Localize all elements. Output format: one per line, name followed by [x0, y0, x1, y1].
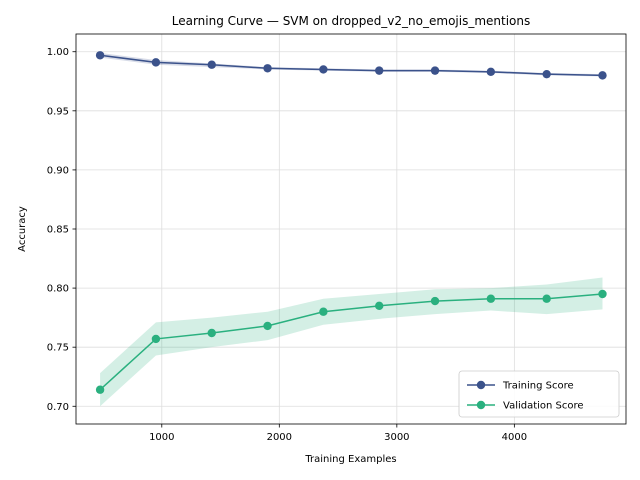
y-tick-label: 0.75: [47, 343, 69, 354]
data-point: [430, 66, 440, 75]
y-tick-label: 1.00: [47, 47, 69, 58]
data-point: [319, 307, 328, 316]
confidence-band: [100, 52, 603, 77]
data-point: [598, 289, 607, 299]
ticks: 1000 2000 3000 4000 0.70 0.75 0.80 0.85 0.90 0.95…: [47, 47, 527, 443]
data-point: [207, 328, 216, 338]
confidence-bands: [100, 52, 603, 407]
data-point: [95, 51, 105, 60]
data-point: [542, 294, 551, 303]
data-point: [486, 67, 496, 77]
data-point: [263, 64, 272, 73]
y-tick-label: 0.80: [47, 284, 69, 295]
x-axis-title: Training Examples: [304, 454, 396, 465]
legend-marker: [476, 400, 486, 410]
y-tick-label: 0.95: [47, 106, 69, 117]
data-point: [319, 65, 328, 74]
data-point: [375, 301, 384, 311]
legend: Training Score Validation Score: [458, 370, 620, 418]
data-point: [207, 60, 216, 69]
y-axis-title: Accuracy: [17, 206, 28, 252]
data-point: [151, 58, 161, 67]
series-line: [99, 54, 603, 77]
data-point: [151, 334, 161, 344]
data-point: [375, 66, 384, 75]
data-point: [430, 296, 440, 306]
data-point: [598, 71, 607, 80]
confidence-band: [100, 277, 603, 407]
series-lines: [95, 51, 607, 394]
x-tick-label: 4000: [502, 432, 527, 443]
series-line: [99, 293, 603, 391]
legend-marker: [476, 380, 486, 390]
legend-box: [458, 370, 620, 418]
data-point: [95, 385, 105, 394]
x-tick-label: 2000: [267, 432, 292, 443]
legend-label: Validation Score: [503, 401, 584, 412]
legend-label: Training Score: [502, 381, 574, 392]
y-tick-label: 0.70: [47, 402, 69, 413]
x-tick-label: 1000: [149, 432, 174, 443]
y-tick-label: 0.85: [47, 225, 69, 236]
y-tick-label: 0.90: [47, 165, 69, 176]
data-point: [486, 294, 496, 303]
x-tick-label: 3000: [384, 432, 409, 443]
grid: [76, 34, 626, 424]
chart-title: Learning Curve — SVM on dropped_v2_no_em…: [172, 14, 531, 28]
data-point: [263, 321, 272, 331]
data-point: [542, 69, 551, 79]
